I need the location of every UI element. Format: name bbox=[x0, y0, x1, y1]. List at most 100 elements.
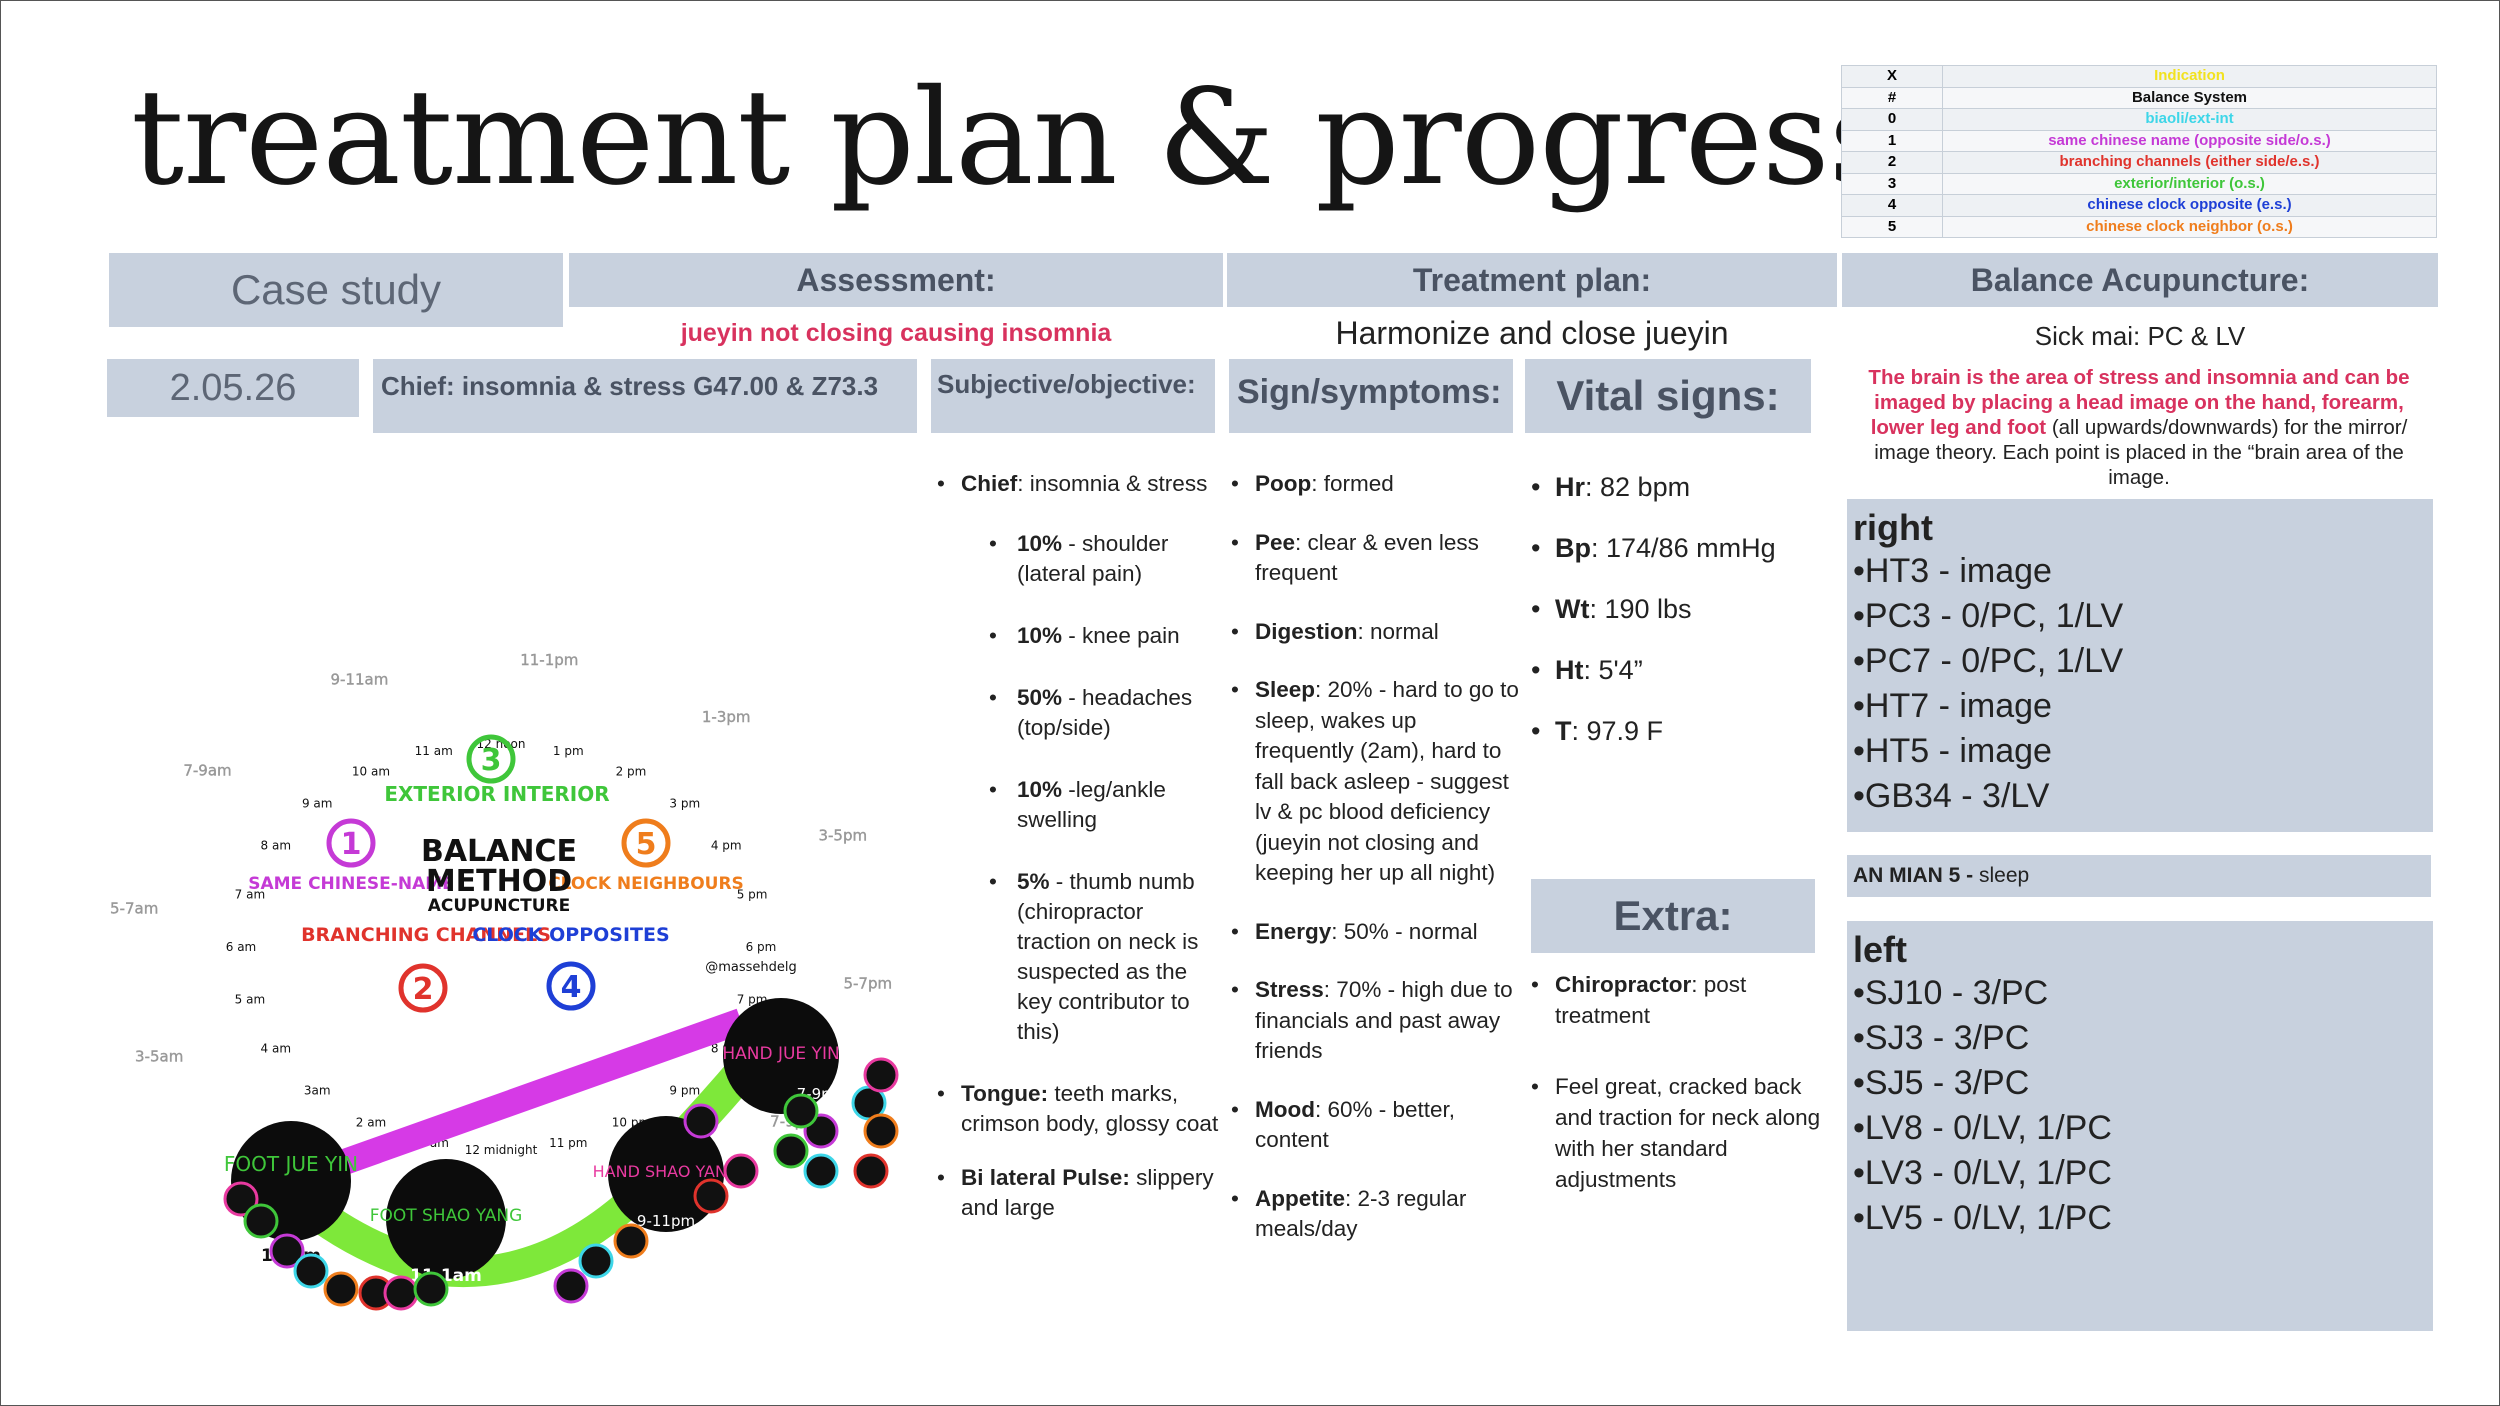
vital-item: Bp: 174/86 mmHg bbox=[1531, 530, 1811, 566]
vital-item: T: 97.9 F bbox=[1531, 713, 1811, 749]
left-points-box: left •SJ10 - 3/PC •SJ3 - 3/PC •SJ5 - 3/PC •… bbox=[1847, 921, 2433, 1331]
legend-row: 1 same chinese name (opposite side/o.s.) bbox=[1841, 129, 2437, 152]
clock-hour-label: 7 am bbox=[235, 888, 266, 902]
legend-label: Indication bbox=[1942, 65, 2437, 88]
system-label-3: EXTERIOR INTERIOR bbox=[384, 782, 609, 806]
clock-hour-label: 2 am bbox=[356, 1116, 387, 1130]
extra-header: Extra: bbox=[1531, 879, 1815, 953]
left-point: •SJ5 - 3/PC bbox=[1853, 1064, 2030, 1102]
left-title: left bbox=[1853, 929, 1907, 970]
sign-item: Stress: 70% - high due to financials and… bbox=[1231, 975, 1521, 1067]
vital-item: Ht: 5'4” bbox=[1531, 652, 1811, 688]
subjective-objective-header: Subjective/objective: bbox=[931, 359, 1215, 433]
case-study-header: Case study bbox=[109, 253, 563, 327]
clock-hour-label: 11 am bbox=[415, 744, 453, 758]
acupoint-dot bbox=[723, 1153, 759, 1189]
clock-period-label: 9-11am bbox=[330, 670, 388, 688]
sign-item: Pee: clear & even less frequent bbox=[1231, 528, 1521, 589]
svg-text:BALANCE: BALANCE bbox=[421, 834, 577, 869]
acupoint-dot bbox=[578, 1243, 614, 1279]
clock-hour-label: 11 pm bbox=[549, 1136, 587, 1150]
clock-hour-label: 5 pm bbox=[737, 888, 768, 902]
right-point: •GB34 - 3/LV bbox=[1853, 777, 2050, 815]
acupoint-dot bbox=[223, 1181, 259, 1217]
legend-label: branching channels (either side/e.s.) bbox=[1942, 151, 2437, 174]
vital-signs-list: Hr: 82 bpm Bp: 174/86 mmHg Wt: 190 lbs Ht: … bbox=[1531, 469, 1811, 774]
legend-label: chinese clock neighbor (o.s.) bbox=[1942, 215, 2437, 238]
svg-text:ACUPUNCTURE: ACUPUNCTURE bbox=[428, 896, 571, 916]
subjective-item: 10% - shoulder (lateral pain) bbox=[989, 529, 1219, 589]
chief-item: Chief: insomnia & stress 10% - shoulder … bbox=[937, 469, 1219, 1047]
foot-shao-yang: FOOT SHAO YANG bbox=[370, 1206, 523, 1226]
legend-row: 3 exterior/interior (o.s.) bbox=[1841, 172, 2437, 195]
acupoint-dots bbox=[223, 1057, 899, 1311]
legend-label: chinese clock opposite (e.s.) bbox=[1942, 194, 2437, 217]
sign-symptoms-list: Poop: formed Pee: clear & even less frequ… bbox=[1231, 469, 1521, 1273]
acupoint-dot bbox=[783, 1093, 819, 1129]
sign-item: Appetite: 2-3 regular meals/day bbox=[1231, 1184, 1521, 1245]
treatment-plan-header: Treatment plan: bbox=[1227, 253, 1837, 307]
acupoint-dot bbox=[243, 1203, 279, 1239]
clock-period-label: 3-5pm bbox=[818, 827, 867, 845]
clock-hour-label: 4 pm bbox=[711, 839, 742, 853]
right-point: •HT3 - image bbox=[1853, 552, 2052, 590]
system-num-5: 5 bbox=[636, 827, 657, 862]
acupoint-dot bbox=[413, 1271, 449, 1307]
assessment-text: jueyin not closing causing insomnia bbox=[680, 319, 1112, 347]
right-point: •PC3 - 0/PC, 1/LV bbox=[1853, 597, 2124, 635]
acupoint-dot bbox=[613, 1223, 649, 1259]
chief-complaint: Chief: insomnia & stress G47.00 & Z73.3 bbox=[373, 359, 917, 433]
legend-key: 4 bbox=[1841, 194, 1943, 217]
tongue-item: Tongue: teeth marks, crimson body, gloss… bbox=[937, 1079, 1219, 1139]
clock-period-label: 11-1pm bbox=[520, 651, 578, 669]
sign-item: Mood: 60% - better, content bbox=[1231, 1095, 1521, 1156]
vital-item: Hr: 82 bpm bbox=[1531, 469, 1811, 505]
legend-label: Balance System bbox=[1942, 86, 2437, 109]
clock-hour-label: 12 midnight bbox=[465, 1143, 538, 1157]
clock-hour-label: 6 pm bbox=[746, 940, 777, 954]
clock-period-label: 5-7am bbox=[110, 899, 158, 917]
balance-system-legend: X Indication # Balance System 0 biaoli/ext-in… bbox=[1841, 65, 2437, 238]
acupoint-dot bbox=[293, 1253, 329, 1289]
clock-hour-label: 3am bbox=[304, 1083, 331, 1097]
legend-key: 0 bbox=[1841, 108, 1943, 131]
assessment-header: Assessment: bbox=[569, 253, 1223, 307]
clock-period-label: 1-3pm bbox=[702, 708, 751, 726]
legend-row: 4 chinese clock opposite (e.s.) bbox=[1841, 194, 2437, 217]
clock-period-label: 3-5am bbox=[135, 1047, 183, 1065]
left-point: •SJ10 - 3/PC bbox=[1853, 974, 2049, 1012]
legend-key: 3 bbox=[1841, 172, 1943, 195]
clock-hour-label: 6 am bbox=[226, 940, 257, 954]
signature: @massehdelg bbox=[705, 960, 797, 975]
acupoint-dot bbox=[553, 1268, 589, 1304]
balance-acupuncture-header: Balance Acupuncture: bbox=[1842, 253, 2438, 307]
legend-key: 2 bbox=[1841, 151, 1943, 174]
vital-item: Wt: 190 lbs bbox=[1531, 591, 1811, 627]
sign-item: Sleep: 20% - hard to go to sleep, wakes … bbox=[1231, 675, 1521, 889]
channel-circles: FOOT JUE YIN 1-3am FOOT SHAO YANG 11-1am… bbox=[224, 998, 845, 1286]
jueyin-connection bbox=[286, 1008, 746, 1194]
subjective-objective-list: Chief: insomnia & stress 10% - shoulder … bbox=[937, 469, 1219, 1241]
legend-key: 1 bbox=[1841, 129, 1943, 152]
system-num-3: 3 bbox=[481, 743, 502, 778]
page-title: treatment plan & progress bbox=[131, 61, 1896, 215]
acupoint-dot bbox=[383, 1275, 419, 1311]
left-point: •SJ3 - 3/PC bbox=[1853, 1019, 2030, 1057]
clock-hour-label: 10 am bbox=[352, 764, 390, 778]
acupoint-dot bbox=[693, 1178, 729, 1214]
legend-row: 2 branching channels (either side/e.s.) bbox=[1841, 151, 2437, 174]
an-mian-box: AN MIAN 5 - sleep bbox=[1847, 855, 2431, 897]
case-date: 2.05.26 bbox=[107, 359, 359, 417]
subjective-item: 10% - knee pain bbox=[989, 621, 1219, 651]
sign-item: Poop: formed bbox=[1231, 469, 1521, 500]
subjective-item: 5% - thumb numb (chiropractor traction o… bbox=[989, 867, 1219, 1047]
acupoint-dot bbox=[863, 1057, 899, 1093]
legend-row: X Indication bbox=[1841, 65, 2437, 88]
treatment-plan-text: Harmonize and close jueyin bbox=[1335, 315, 1729, 351]
legend-label: biaoli/ext-int bbox=[1942, 108, 2437, 131]
brain-image-note: The brain is the area of stress and inso… bbox=[1847, 365, 2431, 490]
right-points-box: right •HT3 - image •PC3 - 0/PC, 1/LV •PC7 … bbox=[1847, 499, 2433, 832]
clock-hour-label: 9 am bbox=[302, 797, 333, 811]
subjective-item: 10% -leg/ankle swelling bbox=[989, 775, 1219, 835]
